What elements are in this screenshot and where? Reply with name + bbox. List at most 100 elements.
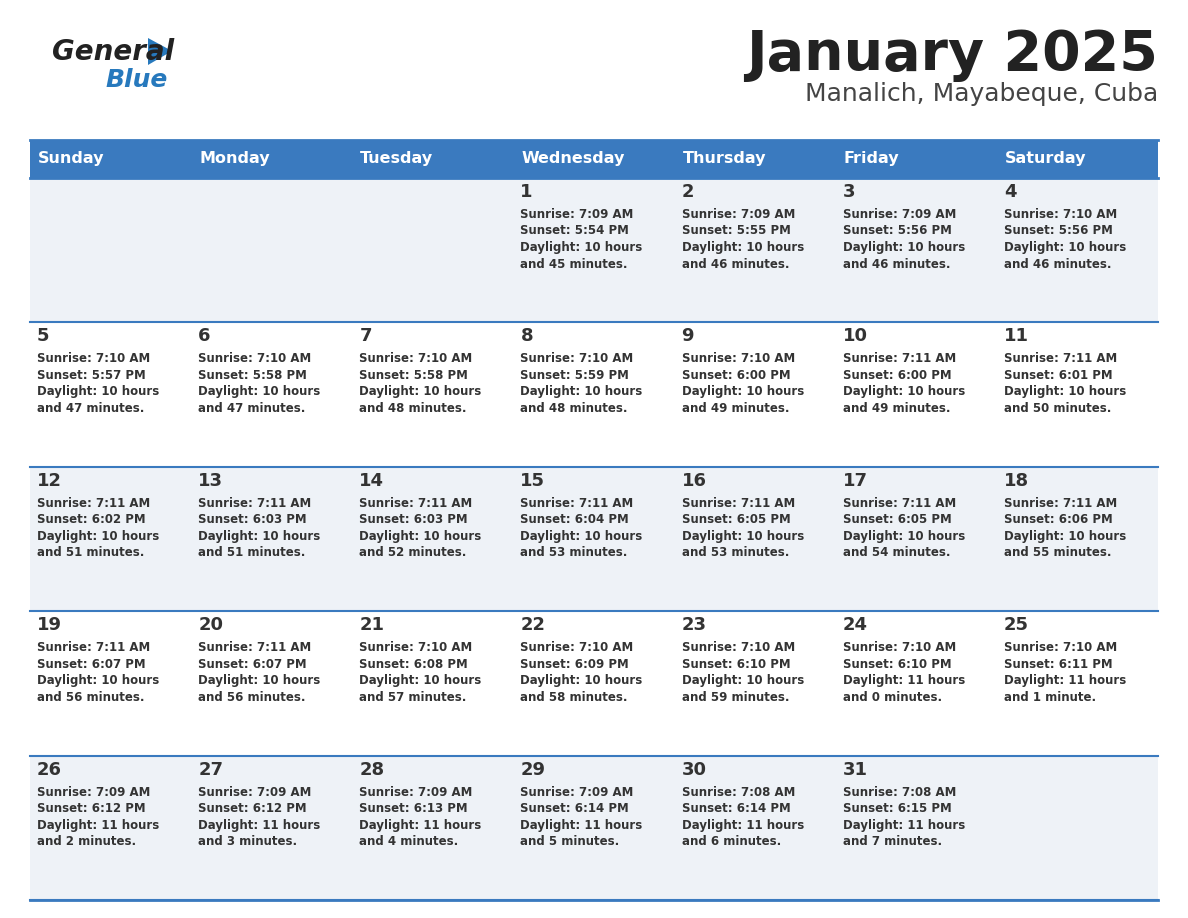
Bar	[835, 140, 997, 178]
Text: Saturday: Saturday	[1005, 151, 1086, 166]
Text: Daylight: 10 hours: Daylight: 10 hours	[1004, 386, 1126, 398]
Bar	[30, 178, 1158, 322]
Text: and 47 minutes.: and 47 minutes.	[37, 402, 145, 415]
Text: Daylight: 11 hours: Daylight: 11 hours	[198, 819, 321, 832]
Text: Sunrise: 7:11 AM: Sunrise: 7:11 AM	[37, 641, 150, 655]
Text: 23: 23	[682, 616, 707, 634]
Text: Sunrise: 7:11 AM: Sunrise: 7:11 AM	[842, 497, 956, 509]
Text: and 1 minute.: and 1 minute.	[1004, 690, 1097, 704]
Text: Manalich, Mayabeque, Cuba: Manalich, Mayabeque, Cuba	[804, 82, 1158, 106]
Text: Sunrise: 7:10 AM: Sunrise: 7:10 AM	[198, 353, 311, 365]
Bar	[30, 611, 1158, 756]
Text: and 46 minutes.: and 46 minutes.	[842, 258, 950, 271]
Text: 3: 3	[842, 183, 855, 201]
Text: Daylight: 10 hours: Daylight: 10 hours	[198, 386, 321, 398]
Text: 29: 29	[520, 761, 545, 778]
Text: Wednesday: Wednesday	[522, 151, 625, 166]
Text: and 6 minutes.: and 6 minutes.	[682, 835, 781, 848]
Text: and 46 minutes.: and 46 minutes.	[1004, 258, 1111, 271]
Text: Daylight: 10 hours: Daylight: 10 hours	[37, 386, 159, 398]
Text: 19: 19	[37, 616, 62, 634]
Text: Sunrise: 7:11 AM: Sunrise: 7:11 AM	[198, 497, 311, 509]
Text: Sunset: 5:58 PM: Sunset: 5:58 PM	[359, 369, 468, 382]
Text: and 51 minutes.: and 51 minutes.	[198, 546, 305, 559]
Text: and 55 minutes.: and 55 minutes.	[1004, 546, 1111, 559]
Text: Daylight: 11 hours: Daylight: 11 hours	[842, 674, 965, 688]
Text: 15: 15	[520, 472, 545, 490]
Text: Sunset: 6:00 PM: Sunset: 6:00 PM	[682, 369, 790, 382]
Text: Sunrise: 7:11 AM: Sunrise: 7:11 AM	[682, 497, 795, 509]
Text: 8: 8	[520, 328, 533, 345]
Text: Daylight: 11 hours: Daylight: 11 hours	[359, 819, 481, 832]
Text: Sunset: 6:07 PM: Sunset: 6:07 PM	[198, 657, 307, 671]
Text: Sunrise: 7:09 AM: Sunrise: 7:09 AM	[37, 786, 151, 799]
Text: Sunrise: 7:10 AM: Sunrise: 7:10 AM	[520, 641, 633, 655]
Text: Sunset: 5:55 PM: Sunset: 5:55 PM	[682, 225, 790, 238]
Text: 25: 25	[1004, 616, 1029, 634]
Text: Thursday: Thursday	[683, 151, 766, 166]
Text: 9: 9	[682, 328, 694, 345]
Text: Daylight: 10 hours: Daylight: 10 hours	[359, 386, 481, 398]
Text: 7: 7	[359, 328, 372, 345]
Text: 24: 24	[842, 616, 867, 634]
Text: Sunset: 6:09 PM: Sunset: 6:09 PM	[520, 657, 630, 671]
Text: Sunset: 5:56 PM: Sunset: 5:56 PM	[1004, 225, 1113, 238]
Text: Daylight: 10 hours: Daylight: 10 hours	[1004, 241, 1126, 254]
Text: 4: 4	[1004, 183, 1017, 201]
Text: and 45 minutes.: and 45 minutes.	[520, 258, 628, 271]
Text: Sunset: 6:10 PM: Sunset: 6:10 PM	[682, 657, 790, 671]
Text: and 59 minutes.: and 59 minutes.	[682, 690, 789, 704]
Text: Sunset: 6:12 PM: Sunset: 6:12 PM	[198, 802, 307, 815]
Text: Daylight: 10 hours: Daylight: 10 hours	[682, 674, 804, 688]
Text: Sunset: 6:01 PM: Sunset: 6:01 PM	[1004, 369, 1112, 382]
Text: Sunrise: 7:09 AM: Sunrise: 7:09 AM	[842, 208, 956, 221]
Text: Sunrise: 7:09 AM: Sunrise: 7:09 AM	[198, 786, 311, 799]
Text: Daylight: 10 hours: Daylight: 10 hours	[842, 386, 965, 398]
Text: Daylight: 10 hours: Daylight: 10 hours	[682, 530, 804, 543]
Text: Sunrise: 7:10 AM: Sunrise: 7:10 AM	[520, 353, 633, 365]
Bar	[353, 140, 513, 178]
Text: Sunrise: 7:10 AM: Sunrise: 7:10 AM	[682, 641, 795, 655]
Text: 2: 2	[682, 183, 694, 201]
Text: and 53 minutes.: and 53 minutes.	[682, 546, 789, 559]
Bar	[30, 466, 1158, 611]
Text: and 58 minutes.: and 58 minutes.	[520, 690, 628, 704]
Text: and 56 minutes.: and 56 minutes.	[37, 690, 145, 704]
Text: and 49 minutes.: and 49 minutes.	[842, 402, 950, 415]
Text: Sunrise: 7:11 AM: Sunrise: 7:11 AM	[520, 497, 633, 509]
Text: January 2025: January 2025	[746, 28, 1158, 82]
Text: Daylight: 11 hours: Daylight: 11 hours	[1004, 674, 1126, 688]
Text: Daylight: 10 hours: Daylight: 10 hours	[359, 530, 481, 543]
Text: and 47 minutes.: and 47 minutes.	[198, 402, 305, 415]
Text: Blue: Blue	[105, 68, 168, 92]
Text: and 5 minutes.: and 5 minutes.	[520, 835, 620, 848]
Bar	[997, 140, 1158, 178]
Text: Sunrise: 7:10 AM: Sunrise: 7:10 AM	[1004, 641, 1117, 655]
Text: Sunset: 6:05 PM: Sunset: 6:05 PM	[842, 513, 952, 526]
Text: Daylight: 10 hours: Daylight: 10 hours	[682, 241, 804, 254]
Text: and 2 minutes.: and 2 minutes.	[37, 835, 137, 848]
Text: and 4 minutes.: and 4 minutes.	[359, 835, 459, 848]
Text: Friday: Friday	[843, 151, 899, 166]
Text: 12: 12	[37, 472, 62, 490]
Bar	[30, 140, 191, 178]
Text: Sunrise: 7:11 AM: Sunrise: 7:11 AM	[1004, 353, 1117, 365]
Text: and 54 minutes.: and 54 minutes.	[842, 546, 950, 559]
Text: Daylight: 11 hours: Daylight: 11 hours	[842, 819, 965, 832]
Text: Sunset: 6:12 PM: Sunset: 6:12 PM	[37, 802, 146, 815]
Text: and 48 minutes.: and 48 minutes.	[359, 402, 467, 415]
Text: and 51 minutes.: and 51 minutes.	[37, 546, 145, 559]
Text: and 3 minutes.: and 3 minutes.	[198, 835, 297, 848]
Text: Daylight: 10 hours: Daylight: 10 hours	[520, 530, 643, 543]
Text: and 57 minutes.: and 57 minutes.	[359, 690, 467, 704]
Text: Sunrise: 7:11 AM: Sunrise: 7:11 AM	[359, 497, 473, 509]
Text: 6: 6	[198, 328, 210, 345]
Text: Sunset: 6:07 PM: Sunset: 6:07 PM	[37, 657, 146, 671]
Text: Daylight: 10 hours: Daylight: 10 hours	[842, 241, 965, 254]
Text: Sunrise: 7:10 AM: Sunrise: 7:10 AM	[359, 641, 473, 655]
Text: 26: 26	[37, 761, 62, 778]
Text: Sunset: 6:03 PM: Sunset: 6:03 PM	[198, 513, 307, 526]
Text: Sunset: 6:13 PM: Sunset: 6:13 PM	[359, 802, 468, 815]
Text: 16: 16	[682, 472, 707, 490]
Text: Sunset: 5:59 PM: Sunset: 5:59 PM	[520, 369, 630, 382]
